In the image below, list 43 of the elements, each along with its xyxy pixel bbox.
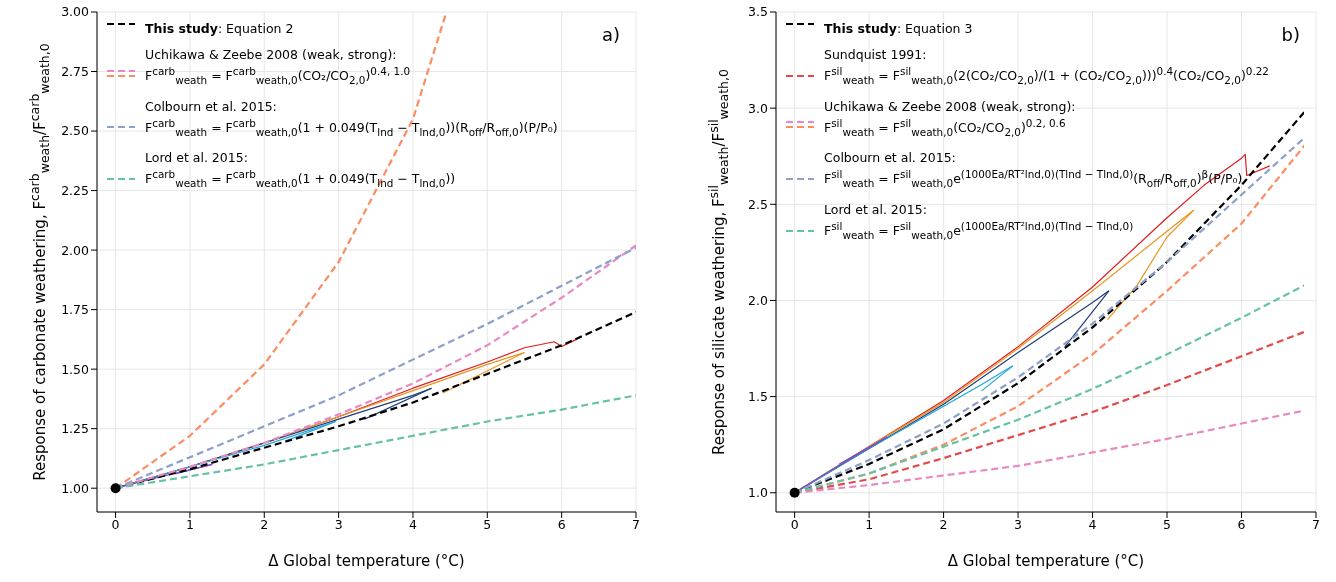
x-tick-label: 1	[865, 516, 874, 532]
annotation: b)	[1281, 24, 1300, 45]
y-tick-label: 3.5	[748, 4, 768, 20]
x-tick-label: 6	[1237, 516, 1246, 532]
x-tick-label: 5	[483, 516, 492, 532]
y-tick-label: 3.00	[61, 4, 90, 20]
text: Uchikawa & Zeebe 2008 (weak, strong): F$^{carb}$$_{weath}$ = F$^{carb}$$_{weath,0}$(CO₂/CO$_{2,0}$)$^{0.4, 1.0}$	[145, 47, 411, 86]
y-tick-label: 2.0	[748, 292, 769, 308]
x-tick-label: 6	[557, 516, 566, 532]
x-tick-label: 2	[939, 516, 948, 532]
x-tick-label: 1	[185, 516, 194, 532]
x-tick-label: 7	[632, 516, 640, 532]
y-tick-label: 2.00	[61, 242, 90, 258]
x-tick-label: 3	[1014, 516, 1023, 532]
y-tick-label: 2.50	[61, 123, 90, 139]
y-tick-label: 2.25	[61, 183, 89, 199]
x-tick-label: 5	[1163, 516, 1172, 532]
y-tick-label: 2.75	[61, 63, 89, 79]
text: Lord et al. 2015: F$^{sil}$$_{weath}$ = F$^{sil}$$_{weath,0}$e$^{(1000Ea/RT²lnd,0)(Tlnd − Tlnd,0)}$	[824, 201, 1134, 241]
x-tick-label: 0	[111, 516, 120, 532]
text: Lord et al. 2015: F$^{carb}$$_{weath}$ = F$^{carb}$$_{weath,0}$(1 + 0.049(T$_{lnd}$ − T$_{lnd,0}$))	[145, 150, 456, 189]
x-axis-title: Δ Global temperature (°C)	[947, 552, 1145, 570]
y-tick-label: 1.00	[61, 480, 90, 496]
text: Colbourn et al. 2015: F$^{carb}$$_{weath}$ = F$^{carb}$$_{weath,0}$(1 + 0.049(T$_{lnd}$ − T$_{lnd,0}$))(R$_{off}$/R$_{off,0}$)(P/P₀)	[145, 98, 558, 138]
y-tick-label: 2.5	[748, 196, 768, 212]
x-tick-label: 4	[1088, 516, 1097, 532]
y-tick-label: 1.50	[61, 361, 90, 377]
x-axis-title: Δ Global temperature (°C)	[268, 552, 465, 570]
legend-label: This study: Equation 2	[145, 21, 294, 36]
y-tick-label: 1.5	[748, 389, 768, 405]
x-tick-label: 4	[408, 516, 417, 532]
text: Uchikawa & Zeebe 2008 (weak, strong): F$^{sil}$$_{weath}$ = F$^{sil}$$_{weath,0}$(CO₂/CO$_{2,0}$)$^{0.2, 0.6}$	[824, 98, 1076, 138]
legend-label: This study: Equation 3	[824, 21, 973, 36]
text: Sundquist 1991: F$^{sil}$$_{weath}$ = F$^{sil}$$_{weath,0}$(2(CO₂/CO$_{2,0}$)/(1 + (CO₂/CO$_{2,0}$)))$^{0.4}$(CO₂/CO$_{2,0}$)$^{0.22}$	[824, 47, 1269, 86]
x-tick-label: 3	[334, 516, 343, 532]
y-tick-label: 1.25	[61, 421, 89, 437]
x-tick-label: 2	[260, 516, 269, 532]
x-tick-label: 0	[790, 516, 799, 532]
y-tick-label: 3.0	[748, 100, 769, 116]
y-tick-label: 1.0	[748, 485, 769, 501]
annotation: a)	[601, 24, 620, 45]
x-tick-label: 7	[1312, 516, 1320, 532]
y-tick-label: 1.75	[61, 302, 89, 318]
